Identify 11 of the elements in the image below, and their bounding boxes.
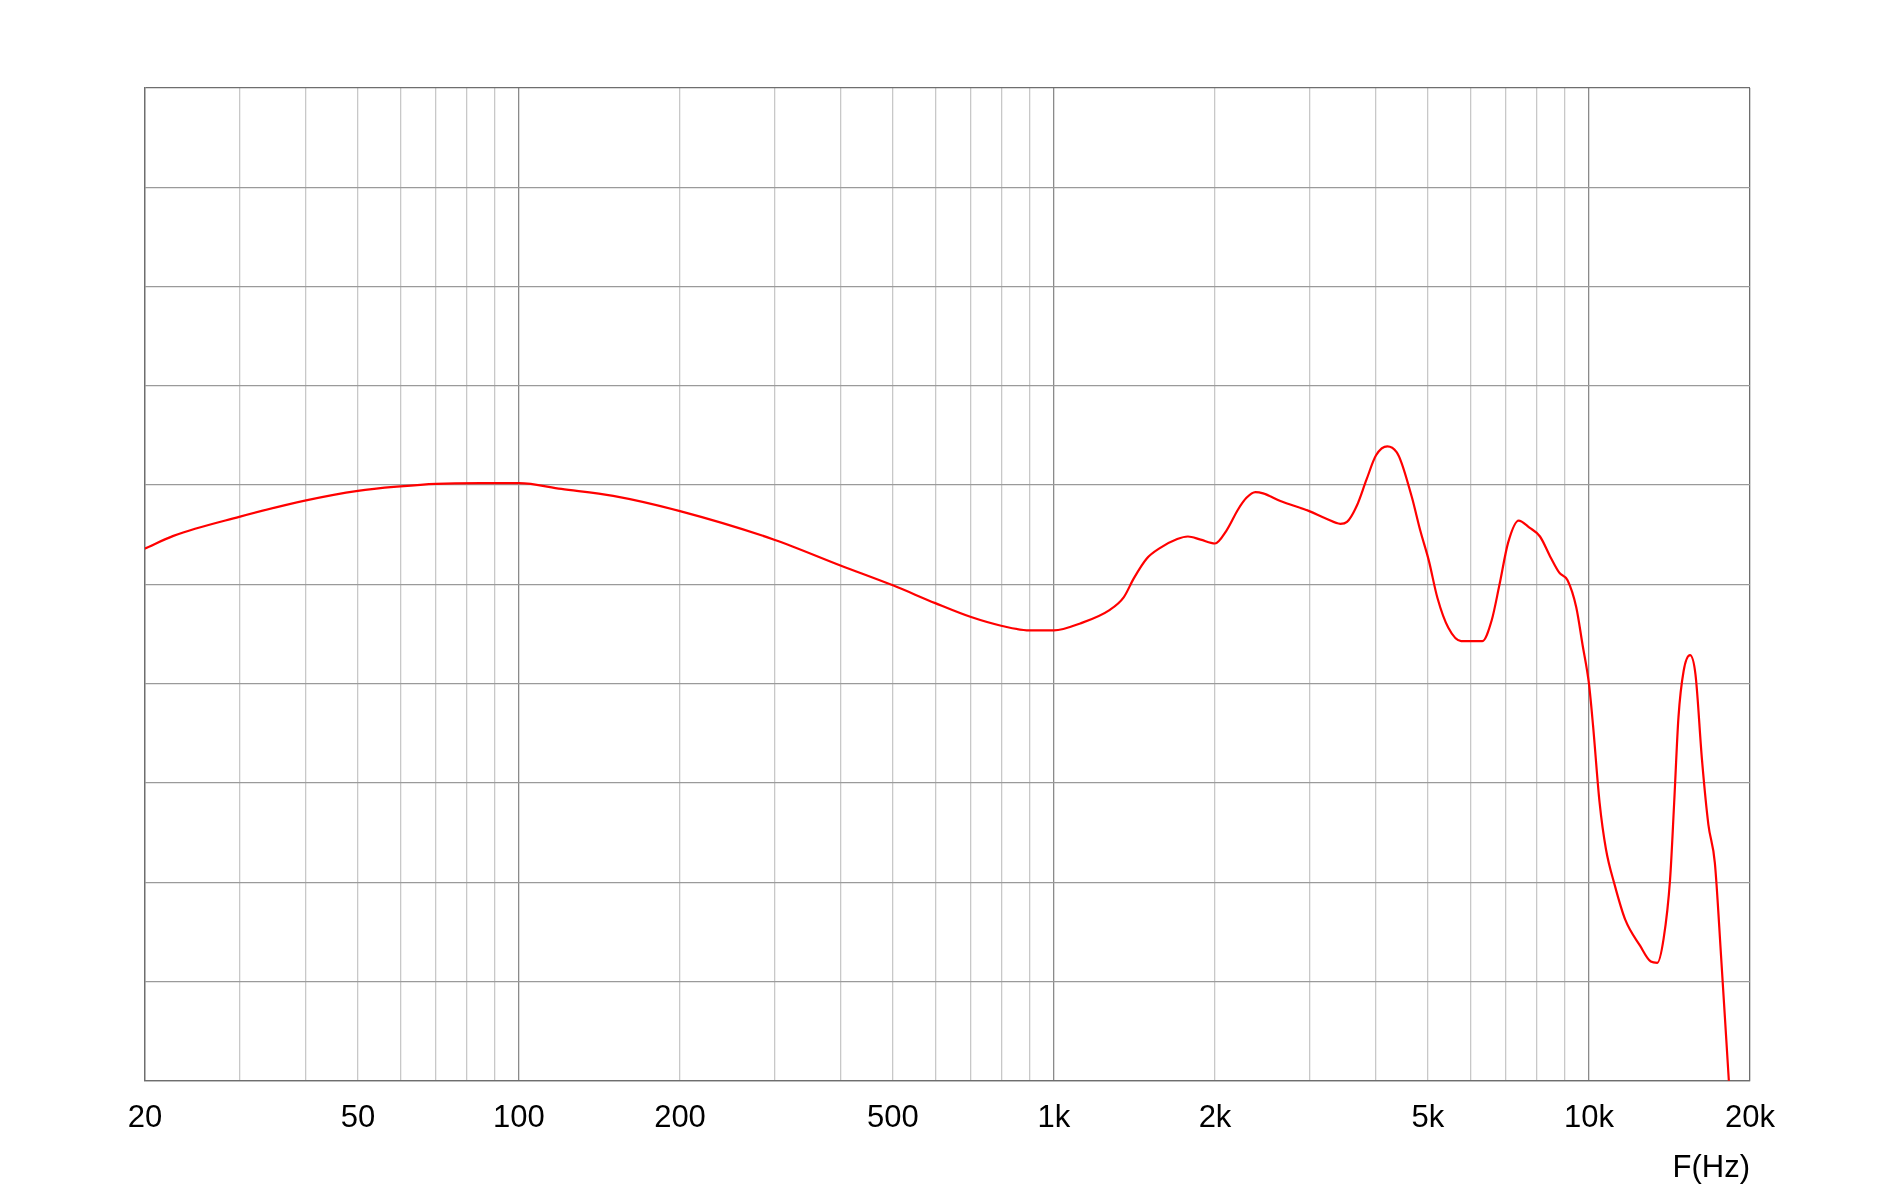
x-tick-label: 200 bbox=[654, 1099, 706, 1135]
x-axis-title: F(Hz) bbox=[1672, 1149, 1750, 1185]
x-tick-label: 20 bbox=[127, 1099, 163, 1135]
x-tick-label: 5k bbox=[1411, 1099, 1445, 1135]
x-tick-label: 10k bbox=[1563, 1099, 1615, 1135]
x-tick-label: 2k bbox=[1198, 1099, 1232, 1135]
x-tick-label: 500 bbox=[867, 1099, 919, 1135]
x-tick-label: 20k bbox=[1725, 1099, 1776, 1135]
x-tick-label: 1k bbox=[1037, 1099, 1071, 1135]
x-tick-label: 100 bbox=[493, 1099, 545, 1135]
x-tick-label: 50 bbox=[340, 1099, 376, 1135]
